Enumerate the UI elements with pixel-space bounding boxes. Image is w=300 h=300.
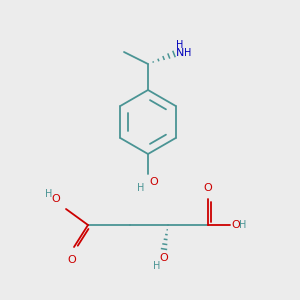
Text: H: H [137, 183, 144, 193]
Text: O: O [68, 255, 76, 265]
Text: H: H [176, 40, 183, 50]
Text: H: H [239, 220, 246, 230]
Text: O: O [51, 194, 60, 204]
Text: H: H [184, 48, 191, 58]
Text: H: H [45, 189, 52, 199]
Text: O: O [231, 220, 240, 230]
Text: N: N [176, 48, 184, 58]
Text: O: O [204, 183, 212, 193]
Text: O: O [149, 177, 158, 187]
Text: O: O [160, 253, 168, 263]
Text: H: H [153, 261, 161, 271]
